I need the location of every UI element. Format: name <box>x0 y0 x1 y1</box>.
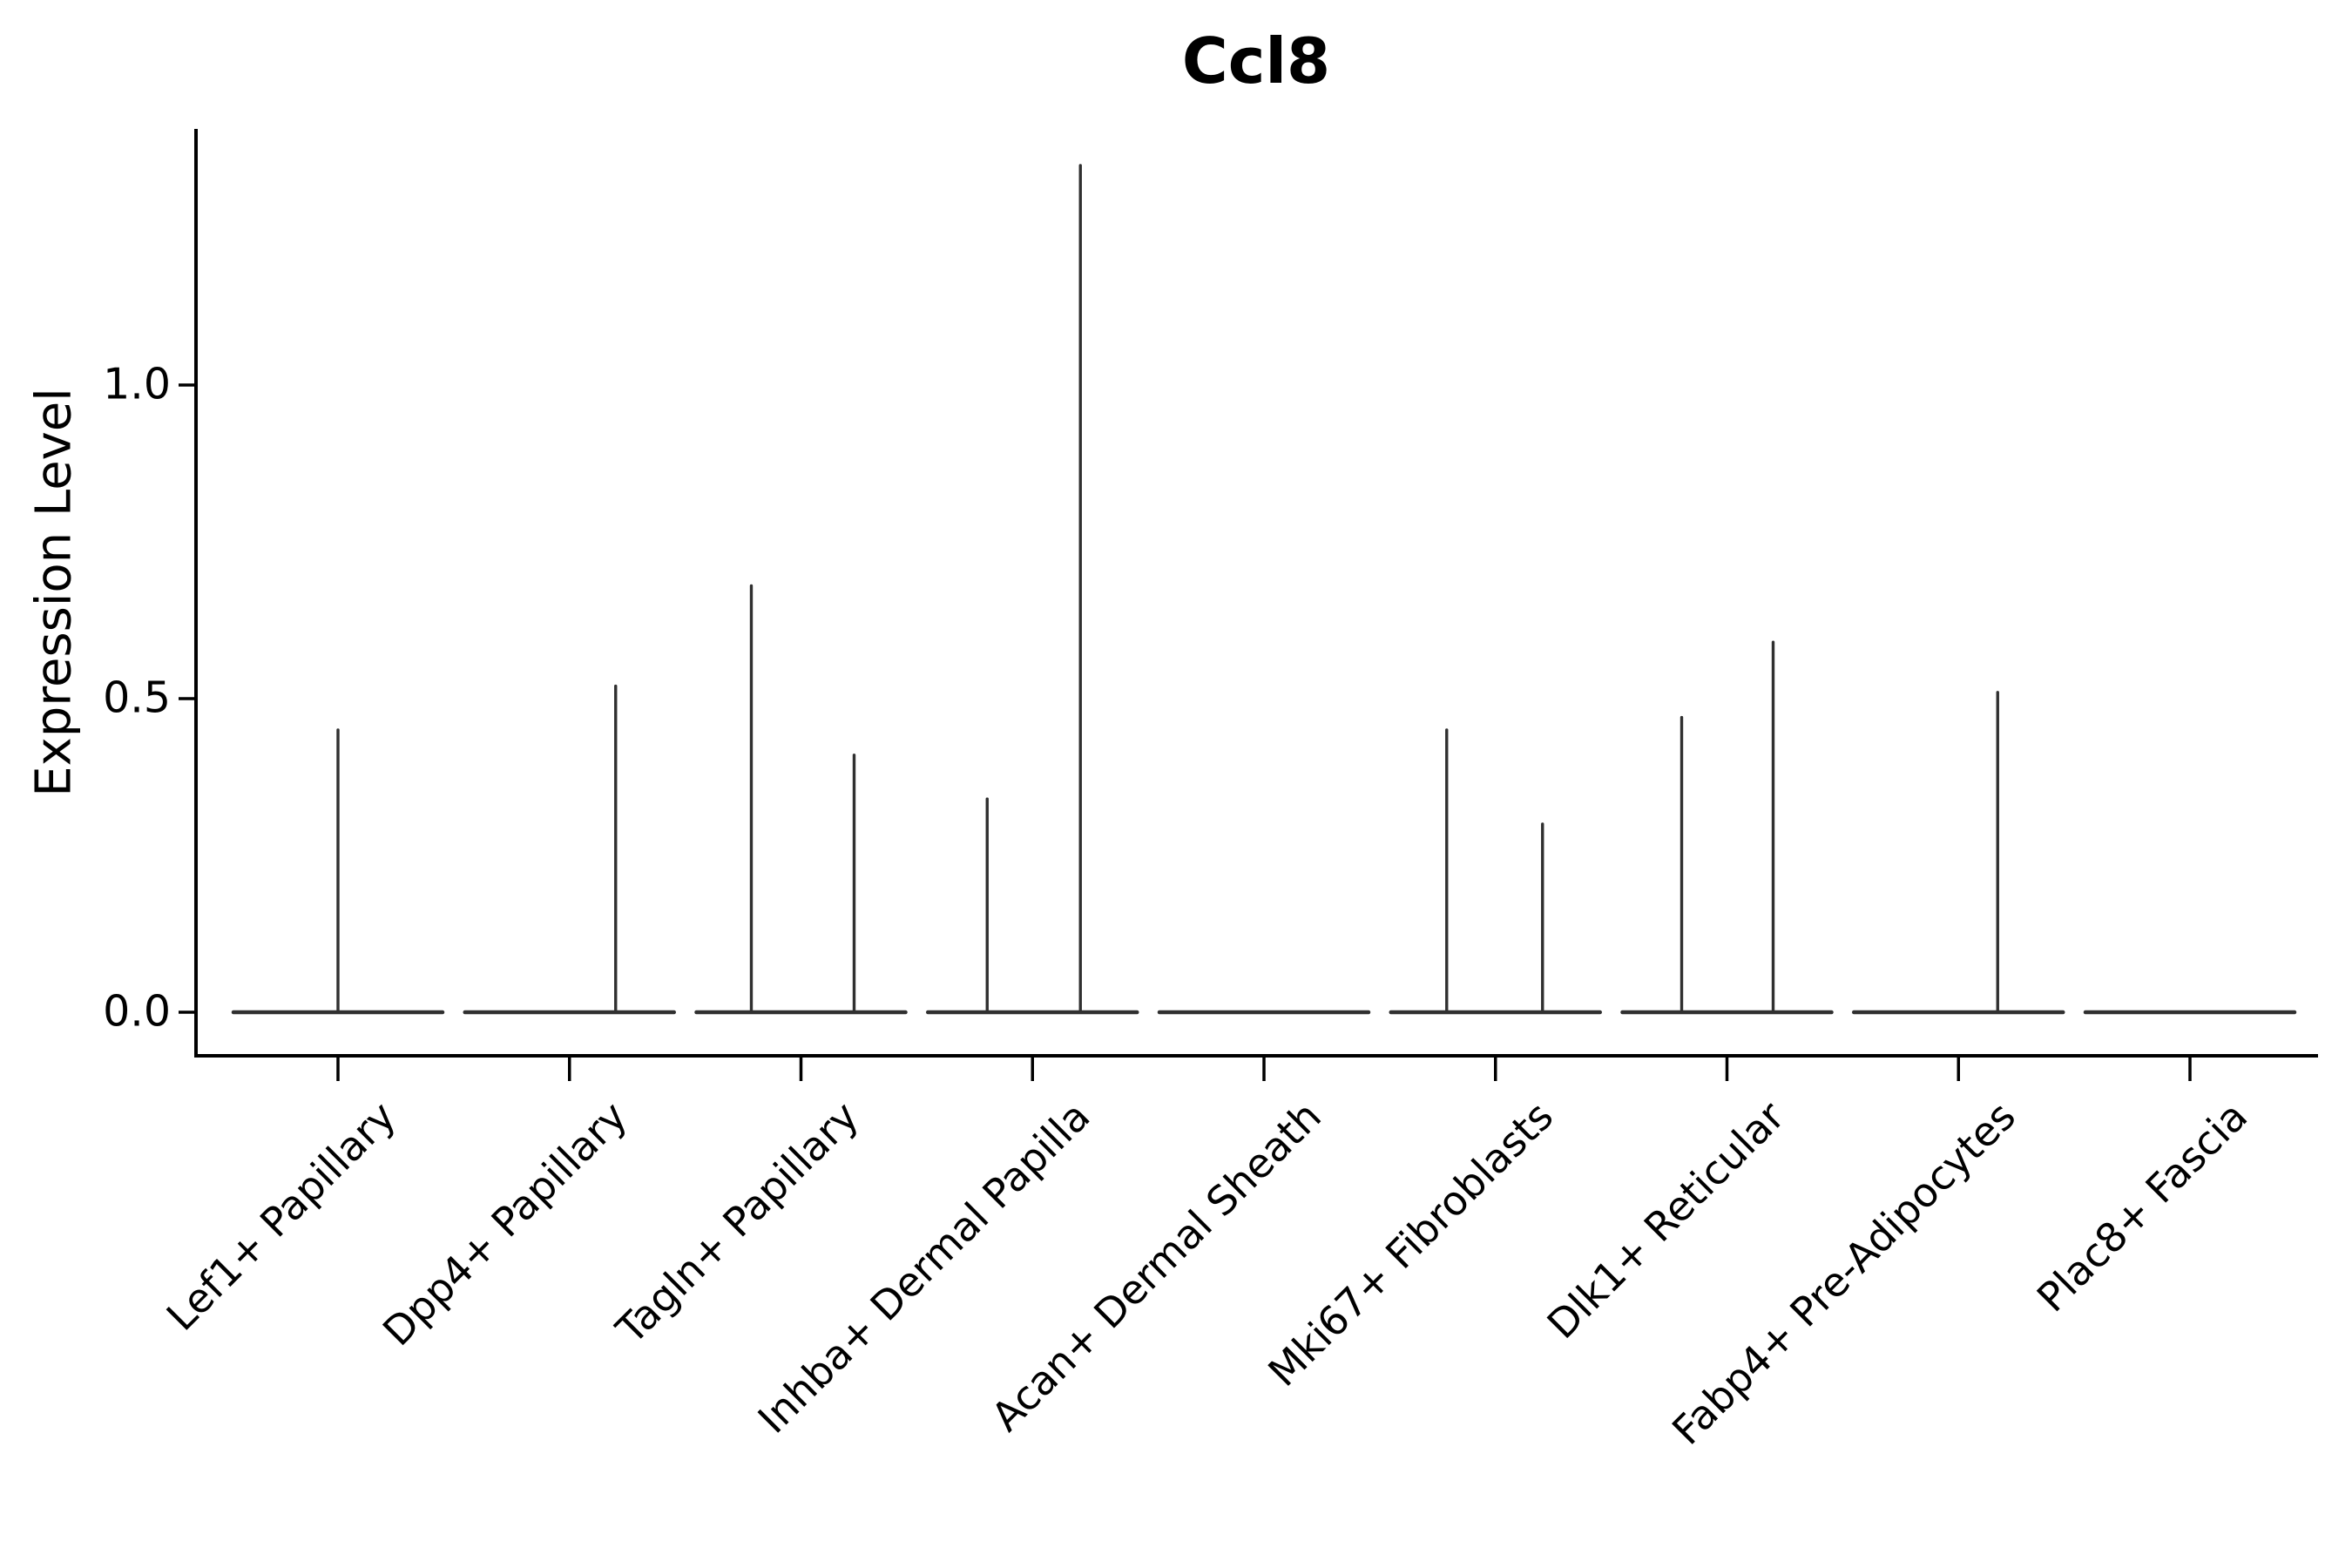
y-axis-label: Expression Level <box>25 388 83 797</box>
y-tick-label: 0.5 <box>103 672 171 723</box>
plot-title: Ccl8 <box>1181 24 1331 98</box>
y-tick-label: 1.0 <box>103 359 171 409</box>
y-tick-label: 0.0 <box>103 986 171 1037</box>
